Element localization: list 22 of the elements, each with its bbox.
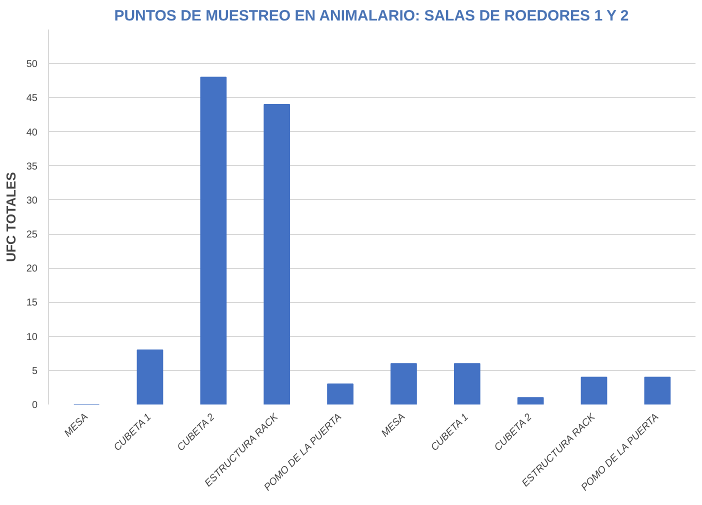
y-tick-label: 45 bbox=[26, 93, 38, 104]
y-tick-label: 50 bbox=[26, 59, 38, 70]
bar bbox=[264, 104, 290, 404]
chart-title: PUNTOS DE MUESTREO EN ANIMALARIO: SALAS DE ROEDORES 1 Y 2 bbox=[114, 8, 629, 24]
y-tick-label: 20 bbox=[26, 264, 38, 275]
bar bbox=[454, 363, 480, 404]
y-tick-label: 30 bbox=[26, 195, 38, 206]
y-tick-label: 40 bbox=[26, 127, 38, 138]
bar bbox=[390, 363, 417, 404]
y-tick-label: 25 bbox=[26, 230, 38, 241]
y-axis-title: UFC TOTALES bbox=[3, 172, 18, 262]
y-tick-label: 15 bbox=[26, 298, 38, 309]
y-tick-label: 5 bbox=[32, 366, 38, 377]
y-tick-label: 10 bbox=[26, 332, 38, 343]
y-tick-label: 35 bbox=[26, 161, 38, 172]
bar bbox=[644, 376, 671, 404]
bar bbox=[200, 76, 227, 404]
bar bbox=[580, 376, 608, 404]
bar bbox=[136, 349, 164, 404]
bar bbox=[327, 384, 354, 404]
bar bbox=[517, 397, 544, 404]
y-tick-label: 0 bbox=[32, 400, 38, 411]
